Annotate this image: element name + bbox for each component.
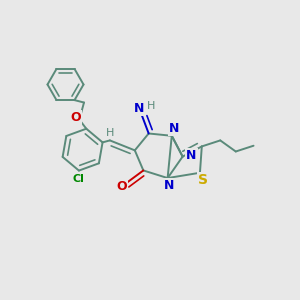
Text: O: O: [116, 180, 127, 193]
Text: N: N: [169, 122, 179, 135]
Text: O: O: [70, 111, 80, 124]
Text: H: H: [106, 128, 115, 138]
Text: N: N: [134, 102, 145, 115]
Text: Cl: Cl: [72, 174, 84, 184]
Text: N: N: [164, 179, 175, 192]
Text: S: S: [198, 173, 208, 187]
Text: N: N: [186, 149, 197, 162]
Text: H: H: [147, 101, 156, 111]
